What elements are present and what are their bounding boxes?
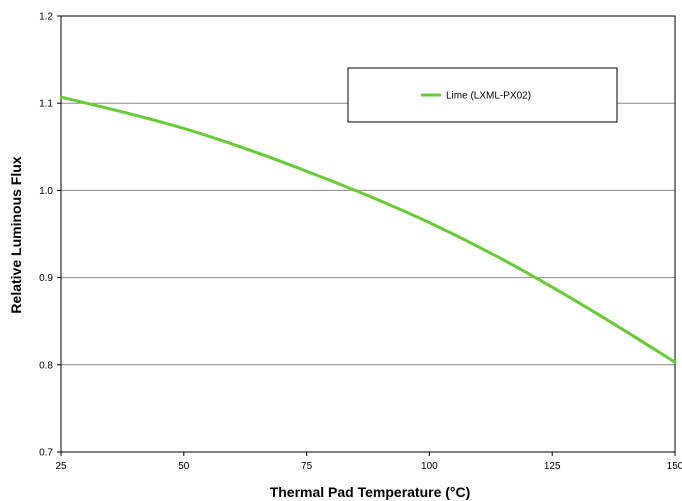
y-tick-label: 0.7: [39, 448, 53, 459]
legend-box: [347, 67, 618, 123]
x-tick-label: 25: [55, 461, 67, 472]
x-tick-label: 50: [178, 461, 190, 472]
series-layer: [59, 95, 677, 364]
y-tick-label: 1.2: [39, 12, 53, 23]
y-tick-label: 0.8: [39, 360, 53, 371]
x-tick-label: 125: [544, 461, 561, 472]
series-line-lime: [59, 95, 677, 364]
legend: Lime (LXML-PX02): [347, 67, 618, 123]
tick-marks: [57, 15, 676, 456]
x-axis-title: Thermal Pad Temperature (°C): [270, 484, 471, 500]
y-tick-label: 1.1: [39, 99, 53, 110]
gridlines: [61, 102, 675, 366]
y-tick-label: 1.0: [39, 186, 53, 197]
x-tick-label: 75: [301, 461, 313, 472]
tick-labels: 0.7 0.8 0.9 1.0 1.1 1.2 25 50 75 100 125 150: [39, 12, 682, 473]
y-tick-label: 0.9: [39, 273, 53, 284]
plot-area: [60, 15, 676, 453]
y-axis-title: Relative Luminous Flux: [8, 156, 24, 313]
x-tick-label: 150: [667, 461, 682, 472]
x-tick-label: 100: [421, 461, 438, 472]
legend-label-lime: Lime (LXML-PX02): [446, 91, 531, 102]
